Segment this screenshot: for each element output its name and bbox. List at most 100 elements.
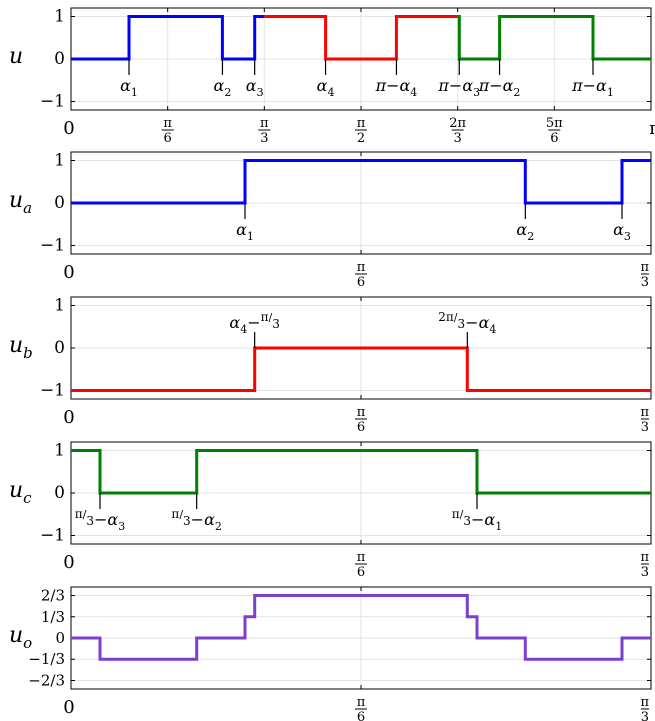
annotation-fraction-numerator: π <box>75 507 83 521</box>
annotation-symbol: α <box>120 76 131 95</box>
x-tick-label-numerator: 5π <box>546 116 563 131</box>
annotation-subscript: 2 <box>215 520 222 533</box>
y-tick-label: 1 <box>54 441 65 461</box>
x-tick-label-numerator: π <box>357 550 366 565</box>
annotation-label: α3​ <box>613 220 631 243</box>
x-tick-label-numerator: π <box>163 116 172 131</box>
annotation-symbol: α <box>613 220 624 239</box>
y-tick-label: 1/3 <box>41 608 65 626</box>
annotation-fraction-denominator: 3 <box>272 317 280 331</box>
x-tick-label-numerator: π <box>640 405 649 420</box>
y-axis-label-subscript: c <box>23 489 32 507</box>
annotation-label: π−α2​ <box>478 76 521 99</box>
series-line-blue <box>71 15 265 61</box>
annotation-subscript: 1 <box>607 86 614 99</box>
annotation-subscript: 4 <box>489 323 496 336</box>
annotation-symbol: α <box>229 313 240 332</box>
y-axis-label-subscript: o <box>23 634 32 652</box>
y-tick-label: 0 <box>54 49 65 69</box>
annotation-symbol: α <box>214 76 225 95</box>
x-tick-label-numerator: 2π <box>449 116 466 131</box>
annotation-subscript: 3 <box>624 230 631 243</box>
x-tick-label-denominator: 3 <box>641 275 649 290</box>
y-tick-label: 0 <box>54 483 65 503</box>
x-tick-label: 0 <box>63 697 74 718</box>
annotation-subscript: 3 <box>118 520 125 533</box>
annotation-subscript: 4 <box>240 323 247 336</box>
x-tick-label-denominator: 6 <box>357 275 365 290</box>
annotation-label: α3​ <box>246 76 264 99</box>
y-tick-label: 1 <box>54 7 65 27</box>
y-tick-label: 0 <box>55 629 65 647</box>
y-tick-label: −1 <box>40 526 65 546</box>
series-line-green <box>71 449 651 495</box>
annotation-label: π−α1​ <box>571 76 614 99</box>
annotation-symbol: α <box>516 220 527 239</box>
annotation-fraction-slash: / <box>179 508 183 521</box>
annotation-label: α2​ <box>516 220 534 243</box>
y-axis-label-main: u <box>9 44 23 69</box>
y-tick-label: −1 <box>40 92 65 112</box>
y-axis-label-main: u <box>9 478 23 503</box>
y-tick-label: 0 <box>54 193 65 213</box>
annotation-subscript: 1 <box>495 520 502 533</box>
annotation-label: α4​ <box>317 76 335 99</box>
annotation-symbol: π−α <box>571 76 607 95</box>
annotation-subscript: 4 <box>327 86 334 99</box>
y-tick-label: 1 <box>54 296 65 316</box>
x-tick-label-denominator: 2 <box>357 131 365 146</box>
annotation-fraction-numerator: π <box>171 507 179 521</box>
x-tick-label-numerator: π <box>357 116 366 131</box>
annotation-label: α1​ <box>120 76 138 99</box>
y-axis-label: uc <box>9 478 32 507</box>
annotation-label: π−α4​ <box>375 76 418 99</box>
y-axis-label-subscript: a <box>23 199 32 217</box>
series-line-green <box>457 15 651 61</box>
annotation-symbol: − <box>247 313 260 332</box>
annotation-subscript: 3 <box>257 86 264 99</box>
annotation-fraction-denominator: 3 <box>458 317 466 331</box>
annotation-subscript: 1 <box>131 86 138 99</box>
annotation-fraction-numerator: 2π <box>438 310 454 324</box>
annotation-label: 2π/3−α4​ <box>438 310 496 336</box>
annotation-subscript: 2 <box>527 230 534 243</box>
annotation-symbol: −α <box>191 510 215 529</box>
x-tick-label-denominator: 6 <box>164 131 172 146</box>
x-tick-label: 0 <box>63 552 74 573</box>
x-tick-label-numerator: π <box>357 695 366 710</box>
annotation-fraction-numerator: π <box>452 507 460 521</box>
annotation-fraction-slash: / <box>269 311 273 324</box>
x-tick-label: 0 <box>63 407 74 428</box>
x-tick-label: 0 <box>63 118 74 139</box>
annotation-subscript: 2 <box>513 86 520 99</box>
x-tick-label: π <box>649 118 655 139</box>
annotation-symbol: α <box>317 76 328 95</box>
annotation-fraction-slash: / <box>454 311 458 324</box>
annotation-label: π/3−α3​ <box>75 507 125 533</box>
x-tick-label-denominator: 3 <box>260 131 268 146</box>
annotation-symbol: π−α <box>437 76 473 95</box>
annotation-fraction-denominator: 3 <box>183 514 191 528</box>
annotation-fraction-denominator: 3 <box>463 514 471 528</box>
y-axis-label: ua <box>9 188 32 217</box>
annotation-symbol: π−α <box>375 76 411 95</box>
y-tick-label: 0 <box>54 338 65 358</box>
x-tick-label-numerator: π <box>357 260 366 275</box>
series-line-blue <box>71 159 651 205</box>
annotation-label: π/3−α1​ <box>452 507 502 533</box>
y-tick-label: 2/3 <box>41 586 65 604</box>
annotation-fraction-denominator: 3 <box>86 514 94 528</box>
annotation-subscript: 4 <box>410 86 417 99</box>
annotation-fraction-slash: / <box>83 508 87 521</box>
y-axis-label-subscript: b <box>23 344 33 362</box>
annotation-symbol: −α <box>465 313 489 332</box>
annotation-label: α1​ <box>236 220 254 243</box>
y-axis-label: uo <box>9 623 32 652</box>
x-tick-label-denominator: 3 <box>454 131 462 146</box>
annotation-label: π−α3​ <box>437 76 480 99</box>
y-axis-label-main: u <box>9 333 23 358</box>
y-axis-label: u <box>9 44 23 69</box>
